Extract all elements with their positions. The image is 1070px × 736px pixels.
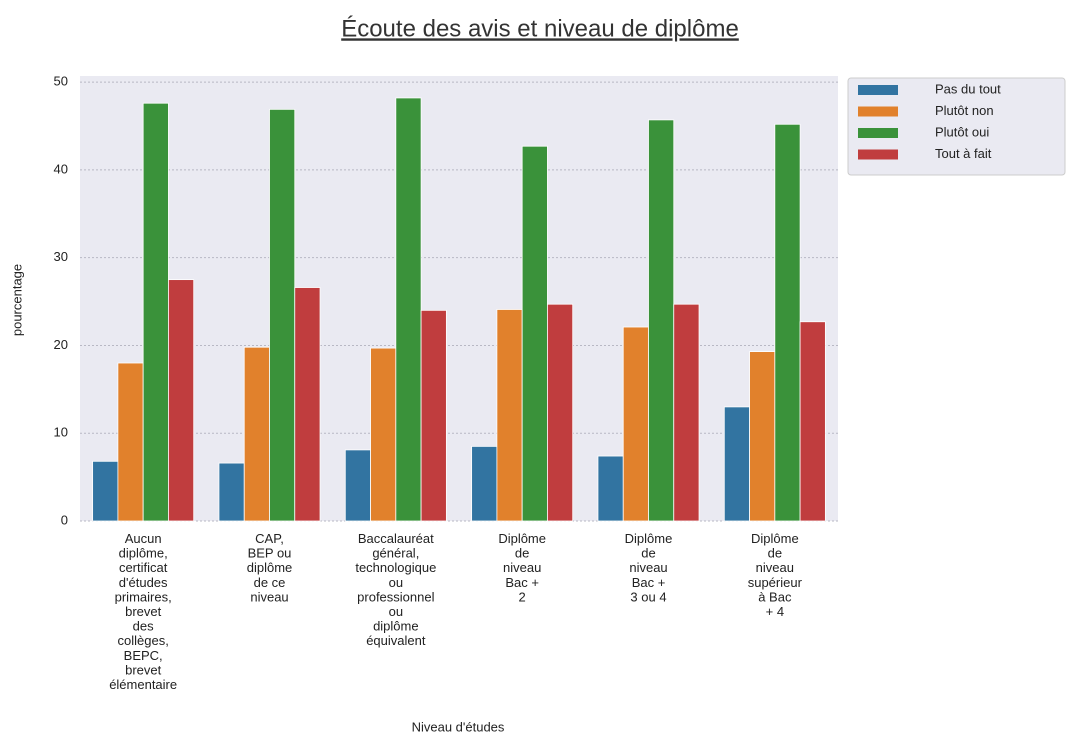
y-tick-label: 0 xyxy=(61,512,68,527)
bar xyxy=(269,108,296,522)
bar xyxy=(344,449,371,522)
x-tick-label: Diplôme de niveau Bac +2 xyxy=(498,531,546,604)
bar xyxy=(496,309,523,522)
bar xyxy=(799,321,826,522)
bar xyxy=(370,347,397,522)
bar xyxy=(420,309,447,522)
bar xyxy=(673,303,700,522)
y-tick-label: 50 xyxy=(54,74,68,89)
bar xyxy=(142,102,169,522)
legend-swatch xyxy=(858,85,898,95)
legend-swatch xyxy=(858,128,898,138)
y-tick-label: 20 xyxy=(54,337,68,352)
x-tick-label: Baccalauréat général, technologique ou profe… xyxy=(355,531,436,648)
chart-title: Écoute des avis et niveau de diplôme xyxy=(341,15,739,42)
legend-label: Plutôt non xyxy=(935,103,994,118)
bar xyxy=(622,326,649,522)
legend-label: Pas du tout xyxy=(935,81,1001,96)
bar xyxy=(218,462,245,522)
bar xyxy=(243,346,270,522)
bar xyxy=(597,455,624,522)
y-axis-label: pourcentage xyxy=(9,264,24,336)
x-tick-label: Aucun diplôme, certificat d'études primaires… xyxy=(109,531,177,692)
bar xyxy=(92,460,119,522)
bar xyxy=(774,123,801,522)
bar xyxy=(168,279,195,522)
legend-label: Plutôt oui xyxy=(935,124,989,139)
plot-area xyxy=(80,76,838,521)
x-tick-label: Diplôme de niveau supérieur à Bac + 4 xyxy=(748,531,803,619)
x-tick-label: CAP, BEP ou diplôme de ce niveau xyxy=(247,531,293,604)
legend-swatch xyxy=(858,106,898,117)
bar xyxy=(521,145,548,522)
x-tick-label: Diplôme de niveau Bac +3 ou 4 xyxy=(625,531,673,604)
legend-label: Tout à fait xyxy=(935,146,992,161)
legend-swatch xyxy=(858,149,898,160)
y-tick-label: 40 xyxy=(54,161,68,176)
legend-box xyxy=(847,77,1066,176)
bar xyxy=(117,362,144,522)
bar xyxy=(294,287,321,522)
bar xyxy=(648,119,675,522)
bar xyxy=(471,445,498,522)
bar xyxy=(395,97,422,522)
x-axis-label: Niveau d'études xyxy=(412,719,505,734)
y-tick-label: 30 xyxy=(54,249,68,264)
y-tick-label: 10 xyxy=(54,425,68,440)
bar xyxy=(547,303,574,522)
bar xyxy=(723,406,750,522)
bar xyxy=(749,351,776,522)
